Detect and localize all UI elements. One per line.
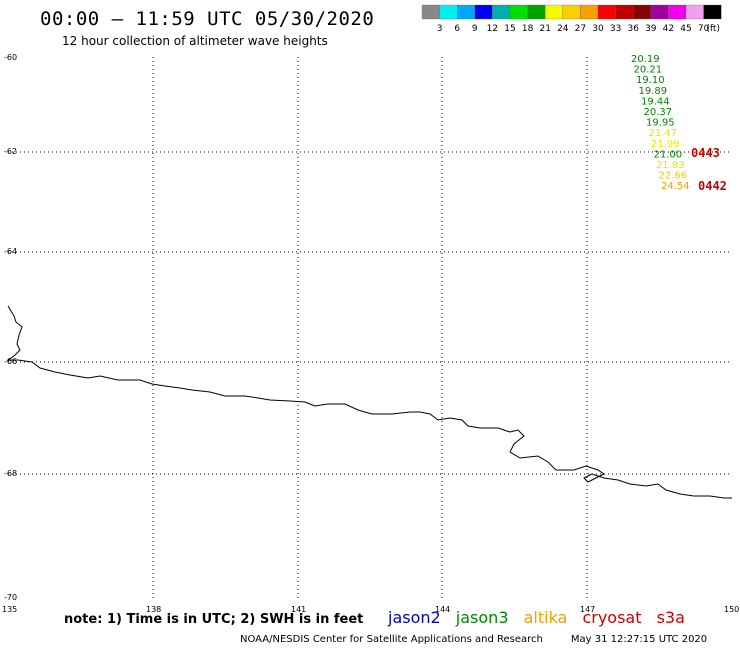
color-scale-label: (ft) (706, 24, 720, 34)
coastline (6, 305, 732, 499)
color-scale-label: 6 (454, 24, 460, 34)
color-swatch (650, 4, 669, 20)
lat-label: -60 (4, 53, 17, 62)
lat-label: -66 (4, 357, 17, 366)
color-scale-label: 18 (522, 24, 534, 34)
lon-label: 138 (146, 605, 161, 614)
lat-label: -68 (4, 469, 17, 478)
color-swatch (597, 4, 616, 20)
color-scale-label: 33 (610, 24, 621, 34)
longitude-labels: 135 138 141 144 147 150 (2, 605, 739, 614)
lat-label: -64 (4, 247, 17, 256)
color-swatch (509, 4, 528, 20)
lon-label: 144 (435, 605, 450, 614)
color-scale-label: 15 (504, 24, 515, 34)
wave-height-value: 21.99 (651, 139, 680, 150)
wave-height-value: 21.47 (649, 128, 678, 139)
color-swatch (527, 4, 546, 20)
color-scale-label: 27 (575, 24, 586, 34)
color-scale-label: 24 (557, 24, 569, 34)
color-swatch (421, 4, 440, 20)
wave-height-value: 22.66 (659, 171, 688, 182)
color-scale-label: 30 (592, 24, 604, 34)
color-scale-label: 39 (645, 24, 657, 34)
credit-text: NOAA/NESDIS Center for Satellite Applica… (240, 634, 543, 645)
lat-label: -70 (4, 593, 17, 602)
wave-height-value: 20.37 (644, 107, 673, 118)
color-scale-label: 9 (472, 24, 478, 34)
color-swatch (615, 4, 634, 20)
wave-height-value: 19.44 (641, 96, 670, 107)
legend-altika: altika (523, 608, 568, 627)
color-swatch (474, 4, 493, 20)
wave-height-track: 20.1920.2119.1019.8919.4420.3719.9521.47… (631, 54, 690, 192)
wave-height-value: 20.21 (634, 65, 663, 76)
wave-height-value: 21.83 (656, 160, 685, 171)
color-scale-label: 12 (487, 24, 498, 34)
legend-jason2: jason2 (388, 608, 441, 627)
lat-label: -62 (4, 147, 17, 156)
units-note: note: 1) Time is in UTC; 2) SWH is in fe… (64, 612, 364, 627)
latitude-labels: -60 -62 -64 -66 -68 -70 (4, 53, 17, 602)
wave-height-value: 19.89 (639, 86, 668, 97)
color-swatch (633, 4, 651, 20)
color-scale-label: 21 (539, 24, 550, 34)
legend-s3a: s3a (656, 608, 685, 627)
color-scale-legend: 3 6 9 12 15 18 21 24 27 30 33 36 39 42 45 70(ft) (421, 4, 722, 34)
color-swatch (439, 4, 458, 20)
page-title: 00:00 – 11:59 UTC 05/30/2020 (40, 8, 375, 30)
lon-label: 135 (2, 605, 17, 614)
color-swatch (580, 4, 599, 20)
credit-line: NOAA/NESDIS Center for Satellite Applica… (240, 634, 707, 645)
color-scale-label: 36 (627, 24, 639, 34)
legend-jason3: jason3 (455, 608, 509, 627)
color-scale-label: 45 (680, 24, 691, 34)
color-swatch (492, 4, 511, 20)
color-swatch (685, 4, 704, 20)
color-swatch (668, 4, 687, 20)
wave-height-value: 19.95 (646, 118, 675, 129)
color-swatch (457, 4, 475, 20)
color-swatch (703, 4, 722, 20)
lon-label: 150 (724, 605, 739, 614)
legend-cryosat: cryosat (582, 608, 642, 627)
wave-height-value: 24.54 (661, 181, 690, 192)
grid-lines (8, 57, 732, 598)
lon-label: 141 (291, 605, 306, 614)
color-swatch (545, 4, 563, 20)
lon-label: 147 (580, 605, 595, 614)
wave-height-value: 20.19 (631, 54, 660, 65)
satellite-legend: jason2 jason3 altika cryosat s3a (388, 608, 695, 627)
color-scale-label: 70 (698, 24, 710, 34)
color-scale-label: 3 (437, 24, 443, 34)
pass-time-label: 0442 (698, 179, 727, 193)
pass-time-label: 0443 (691, 146, 720, 160)
wave-height-value: 21.00 (654, 149, 683, 160)
color-scale-label: 42 (663, 24, 674, 34)
color-swatch (562, 4, 581, 20)
page-subtitle: 12 hour collection of altimeter wave hei… (62, 34, 328, 48)
wave-height-value: 19.10 (636, 75, 665, 86)
generated-timestamp: May 31 12:27:15 UTC 2020 (570, 634, 708, 645)
